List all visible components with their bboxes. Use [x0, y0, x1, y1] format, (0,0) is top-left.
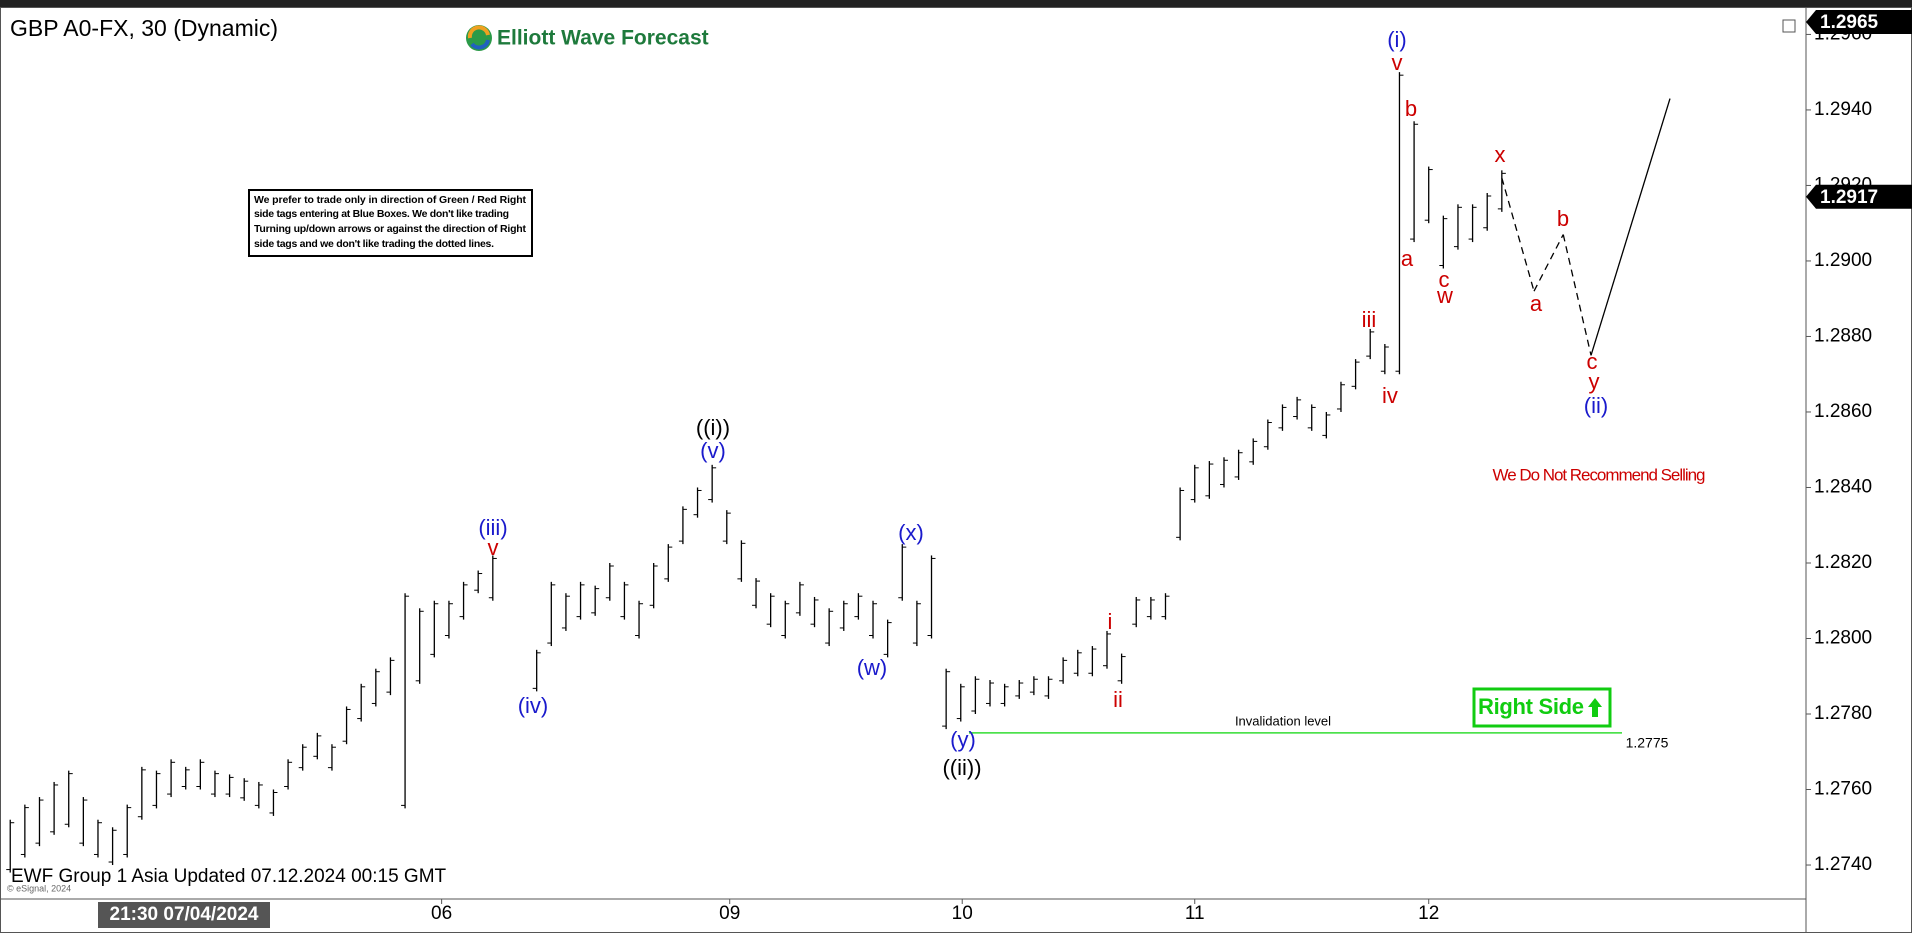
wave-label: ((ii)) — [942, 755, 981, 780]
projection-segment — [1533, 234, 1564, 292]
y-tick-label: 1.2840 — [1814, 476, 1872, 497]
price-tag-label: 1.2917 — [1820, 187, 1878, 208]
logo: Elliott Wave Forecast — [466, 25, 709, 51]
chart-title: GBP A0-FX, 30 (Dynamic) — [10, 15, 278, 41]
copyright: © eSignal, 2024 — [7, 883, 71, 893]
y-tick-label: 1.2740 — [1814, 854, 1872, 875]
note-box — [248, 189, 533, 257]
footer: EWF Group 1 Asia Updated 07.12.2024 00:1… — [11, 866, 447, 887]
wave-label: (ii) — [1584, 393, 1608, 418]
wave-label: (v) — [700, 438, 726, 463]
wave-label: ((i)) — [696, 415, 730, 440]
y-tick-label: 1.2880 — [1814, 325, 1872, 346]
price-tag — [1806, 184, 1912, 209]
wave-label: ii — [1113, 687, 1123, 712]
right-side-box — [1472, 687, 1612, 728]
window-icon — [1782, 19, 1796, 33]
logo-icon — [470, 39, 490, 50]
price-tag-label: 1.2965 — [1820, 12, 1879, 33]
projection-segment — [1590, 98, 1671, 356]
wave-label: b — [1405, 96, 1417, 121]
wave-label: v — [1392, 50, 1403, 75]
wave-label: iv — [1382, 383, 1398, 408]
wave-label: (i) — [1387, 27, 1407, 52]
note-line: Turning up/down arrows or against the di… — [254, 223, 527, 235]
wave-label: w — [1436, 283, 1453, 308]
cursor-time: 21:30 07/04/2024 — [110, 904, 259, 925]
y-tick-label: 1.2820 — [1814, 552, 1872, 573]
projection-segment — [1562, 234, 1592, 356]
note-line: We prefer to trade only in direction of … — [254, 194, 527, 206]
top-bar — [0, 0, 1912, 7]
x-tick-label: 06 — [431, 903, 452, 924]
wave-label: y — [1589, 369, 1600, 394]
invalidation-value: 1.2775 — [1626, 735, 1669, 751]
wave-label: c — [1439, 267, 1450, 292]
wave-label: c — [1587, 349, 1598, 374]
wave-label: i — [1108, 609, 1113, 634]
y-tick-label: 1.2760 — [1814, 779, 1872, 800]
cursor-time-box — [98, 902, 270, 928]
y-tick-label: 1.2860 — [1814, 401, 1872, 422]
y-tick-label: 1.2940 — [1814, 99, 1872, 120]
logo-text: Elliott Wave Forecast — [497, 27, 709, 50]
wave-label: (iv) — [518, 693, 549, 718]
up-arrow — [1588, 698, 1602, 717]
wave-label: a — [1530, 291, 1543, 316]
y-tick-label: 1.2800 — [1814, 628, 1872, 649]
y-tick-label: 1.2900 — [1814, 250, 1872, 271]
wave-label: (w) — [857, 655, 888, 680]
x-tick-label: 12 — [1418, 903, 1439, 924]
y-tick-label: 1.2780 — [1814, 703, 1872, 724]
x-tick-label: 09 — [719, 903, 740, 924]
wave-label: a — [1401, 246, 1414, 271]
warning: We Do Not Recommend Selling — [1493, 465, 1706, 484]
wave-label: b — [1557, 206, 1569, 231]
wave-label: v — [488, 535, 499, 560]
price-tag — [1806, 10, 1912, 34]
wave-label: x — [1495, 142, 1506, 167]
wave-label: (iii) — [478, 515, 507, 540]
note-line: side tags entering at Blue Boxes. We don… — [254, 208, 509, 220]
x-tick-label: 10 — [952, 903, 973, 924]
right-side-label: Right Side — [1478, 694, 1584, 719]
wave-label: iii — [1362, 307, 1377, 332]
x-tick-label: 11 — [1185, 903, 1205, 924]
invalidation-text: Invalidation level — [1235, 713, 1331, 728]
projection-segment — [1501, 177, 1535, 292]
wave-label: (y) — [950, 727, 976, 752]
logo-icon — [467, 25, 490, 39]
note-line: side tags and we don't like trading the … — [254, 238, 494, 250]
wave-label: (x) — [898, 520, 924, 545]
